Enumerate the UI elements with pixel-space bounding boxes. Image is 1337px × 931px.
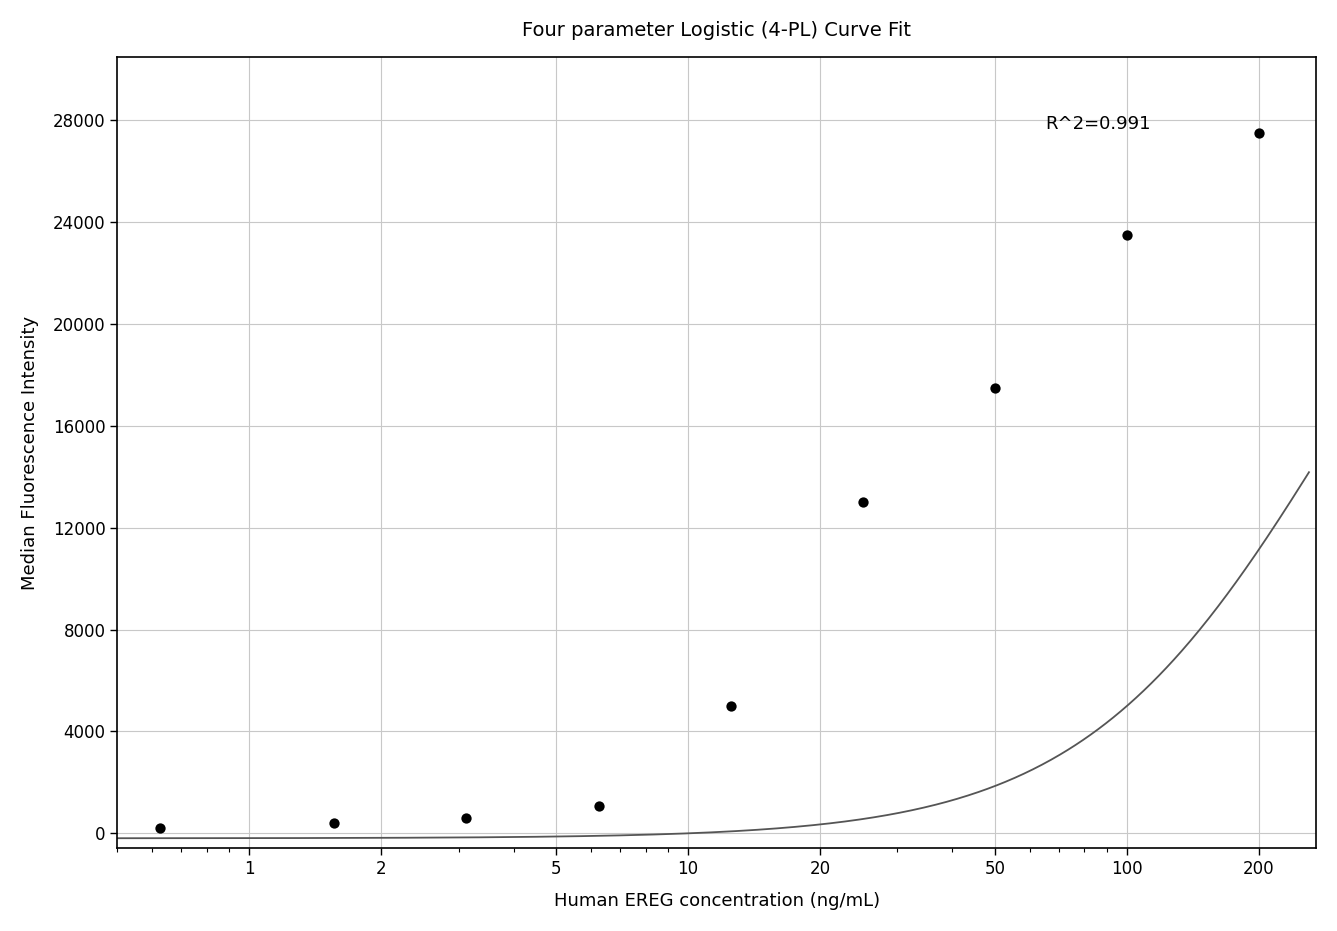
- X-axis label: Human EREG concentration (ng/mL): Human EREG concentration (ng/mL): [554, 892, 880, 911]
- Point: [150, 820, 171, 835]
- Title: Four parameter Logistic (4-PL) Curve Fit: Four parameter Logistic (4-PL) Curve Fit: [523, 20, 912, 40]
- Point: [852, 494, 873, 509]
- Point: [588, 799, 610, 814]
- Point: [719, 698, 741, 713]
- Point: [324, 816, 345, 830]
- Text: R^2=0.991: R^2=0.991: [1044, 115, 1150, 133]
- Point: [1116, 227, 1138, 242]
- Point: [1249, 126, 1270, 141]
- Point: [984, 380, 1005, 395]
- Y-axis label: Median Fluorescence Intensity: Median Fluorescence Intensity: [21, 316, 39, 589]
- Point: [456, 811, 477, 826]
